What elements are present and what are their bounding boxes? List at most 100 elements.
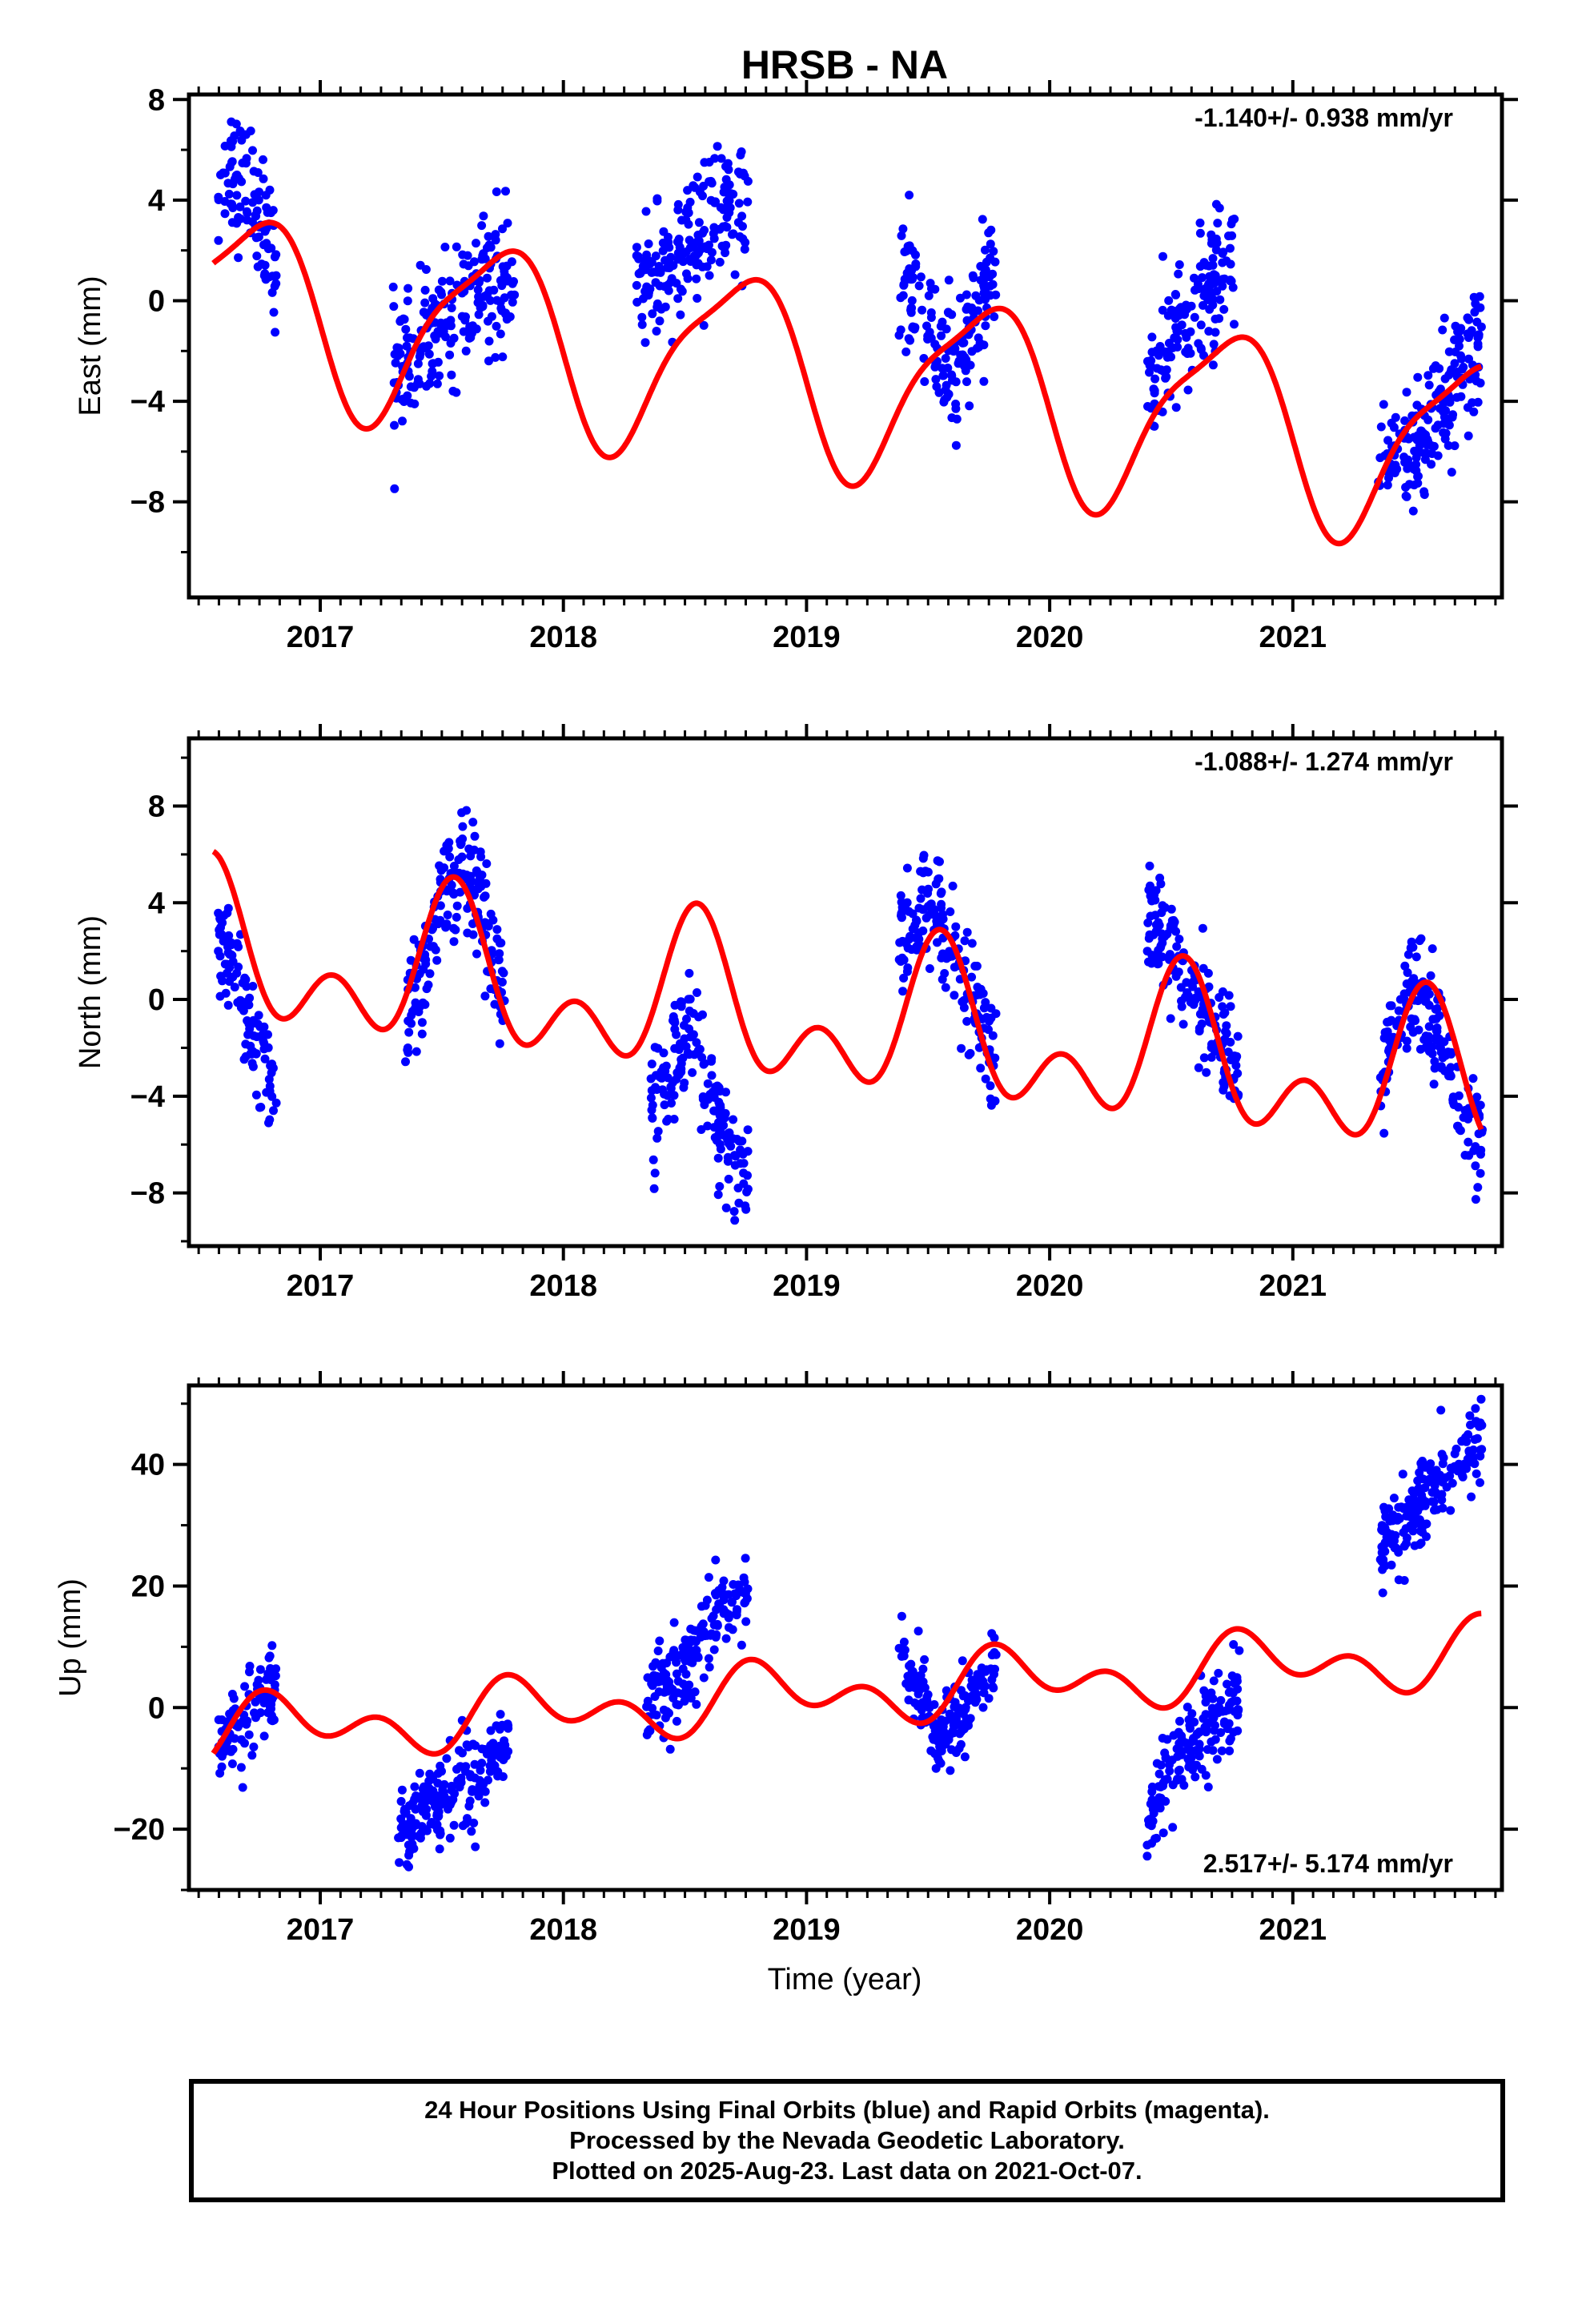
up-data-point bbox=[661, 1670, 671, 1679]
up-data-point bbox=[648, 1681, 657, 1691]
east-data-point bbox=[1156, 365, 1166, 375]
east-data-point bbox=[931, 359, 941, 368]
north-data-point bbox=[948, 881, 958, 891]
north-data-point bbox=[449, 890, 459, 899]
east-data-point bbox=[502, 315, 512, 324]
east-data-point bbox=[269, 308, 279, 317]
north-data-point bbox=[224, 931, 234, 940]
north-data-point bbox=[254, 1011, 263, 1020]
up-data-point bbox=[1228, 1697, 1238, 1707]
north-data-point bbox=[684, 995, 693, 1004]
north-data-point bbox=[724, 1174, 733, 1184]
north-data-point bbox=[425, 969, 435, 979]
up-data-point bbox=[1477, 1445, 1487, 1454]
east-data-point bbox=[467, 322, 476, 332]
east-x-tick-label: 2021 bbox=[1259, 621, 1327, 654]
north-data-point bbox=[442, 841, 452, 850]
up-data-point bbox=[227, 1747, 235, 1756]
east-data-point bbox=[901, 347, 911, 356]
east-data-point bbox=[1219, 304, 1229, 314]
east-data-point bbox=[638, 262, 648, 271]
east-data-point bbox=[942, 324, 951, 334]
east-data-point bbox=[914, 281, 924, 291]
north-data-point bbox=[680, 1078, 689, 1088]
north-data-point bbox=[1146, 911, 1155, 921]
east-data-point bbox=[1416, 426, 1426, 436]
up-data-point bbox=[447, 1781, 456, 1791]
north-data-point bbox=[1400, 961, 1410, 971]
up-data-point bbox=[647, 1674, 656, 1683]
east-data-point bbox=[981, 245, 990, 255]
up-data-point bbox=[467, 1827, 476, 1836]
north-model-line bbox=[211, 849, 1484, 1138]
north-x-tick-label: 2021 bbox=[1259, 1269, 1327, 1303]
east-data-point bbox=[1195, 262, 1205, 271]
east-data-point bbox=[424, 349, 434, 359]
up-data-point bbox=[984, 1694, 994, 1703]
north-data-point bbox=[1460, 1151, 1470, 1160]
east-data-point bbox=[509, 277, 518, 286]
east-data-point bbox=[698, 191, 707, 201]
up-data-point bbox=[1235, 1646, 1244, 1655]
north-data-point bbox=[1426, 971, 1435, 980]
east-data-point bbox=[478, 302, 488, 312]
east-data-point bbox=[406, 398, 416, 408]
north-data-point bbox=[480, 991, 490, 1001]
east-data-point bbox=[974, 306, 982, 316]
north-data-point bbox=[480, 891, 490, 901]
up-data-point bbox=[1445, 1471, 1455, 1481]
up-data-point bbox=[468, 1786, 477, 1795]
north-data-point bbox=[695, 1044, 705, 1054]
north-data-point bbox=[725, 1128, 734, 1137]
east-data-point bbox=[1455, 341, 1464, 351]
up-data-point bbox=[665, 1708, 673, 1718]
east-data-point bbox=[271, 328, 280, 337]
north-data-point bbox=[468, 818, 478, 827]
east-data-point bbox=[699, 320, 709, 330]
east-data-point bbox=[693, 259, 703, 268]
east-data-point bbox=[656, 266, 665, 275]
east-data-point bbox=[713, 142, 722, 151]
up-data-point bbox=[227, 1690, 237, 1699]
north-data-point bbox=[970, 961, 980, 971]
east-data-point bbox=[1467, 326, 1476, 336]
up-data-point bbox=[397, 1785, 407, 1795]
east-data-point bbox=[1150, 421, 1159, 431]
north-data-point bbox=[678, 1053, 688, 1063]
north-data-point bbox=[674, 1070, 684, 1080]
east-data-point bbox=[706, 195, 716, 205]
north-x-tick-label: 2018 bbox=[529, 1269, 597, 1303]
up-data-point bbox=[1229, 1640, 1239, 1649]
north-data-point bbox=[957, 1043, 966, 1053]
east-data-point bbox=[1186, 348, 1195, 358]
east-x-tick-label: 2018 bbox=[529, 621, 597, 654]
north-data-point bbox=[404, 1016, 413, 1026]
east-data-point bbox=[435, 371, 444, 380]
east-data-point bbox=[1158, 305, 1167, 315]
north-x-tick-label: 2019 bbox=[773, 1269, 841, 1303]
up-data-point bbox=[455, 1783, 464, 1791]
north-data-point bbox=[1226, 1037, 1235, 1047]
up-data-point bbox=[1223, 1705, 1233, 1715]
up-data-point bbox=[1206, 1718, 1215, 1727]
north-data-point bbox=[267, 1059, 277, 1069]
east-data-point bbox=[234, 253, 243, 263]
north-data-point bbox=[1429, 1080, 1439, 1089]
up-data-point bbox=[1219, 1717, 1229, 1727]
east-data-point bbox=[1476, 378, 1485, 388]
north-data-point bbox=[452, 912, 461, 922]
north-data-point bbox=[1477, 1128, 1487, 1137]
east-data-point bbox=[1230, 320, 1239, 329]
up-data-point bbox=[642, 1702, 652, 1711]
east-data-point bbox=[705, 271, 714, 280]
north-data-point bbox=[697, 1125, 706, 1134]
east-data-point bbox=[484, 286, 494, 296]
up-data-point bbox=[414, 1831, 424, 1841]
north-data-point bbox=[239, 1055, 249, 1064]
north-data-point bbox=[979, 1003, 989, 1013]
east-data-point bbox=[652, 302, 662, 312]
north-data-point bbox=[240, 973, 250, 983]
up-data-point bbox=[1158, 1734, 1167, 1743]
north-data-point bbox=[487, 946, 496, 955]
east-data-point bbox=[1149, 384, 1158, 394]
